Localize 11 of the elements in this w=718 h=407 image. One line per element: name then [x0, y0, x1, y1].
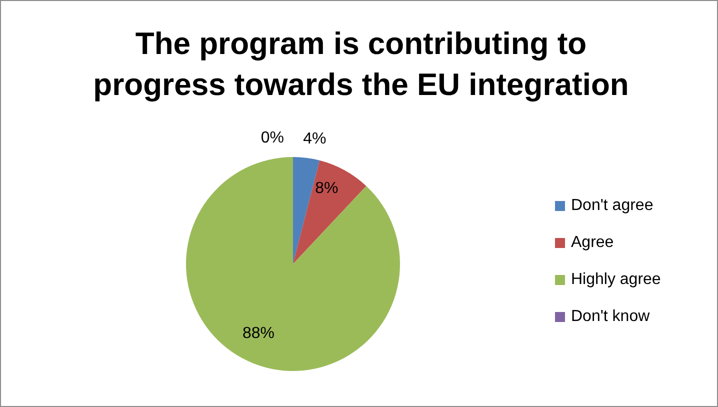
- legend-label: Don't know: [571, 308, 650, 326]
- data-label: 88%: [242, 325, 274, 342]
- legend-label: Highly agree: [571, 270, 661, 288]
- legend-label: Agree: [571, 234, 614, 252]
- data-label: 8%: [315, 180, 338, 198]
- pie-slice: [293, 160, 366, 264]
- legend-label: Don't agree: [571, 196, 654, 214]
- chart-title: The program is contributing to progress towards the EU integration: [92, 25, 630, 104]
- pie-slice: [186, 157, 400, 371]
- data-label: 4%: [303, 130, 326, 148]
- text: 0%: [260, 130, 284, 146]
